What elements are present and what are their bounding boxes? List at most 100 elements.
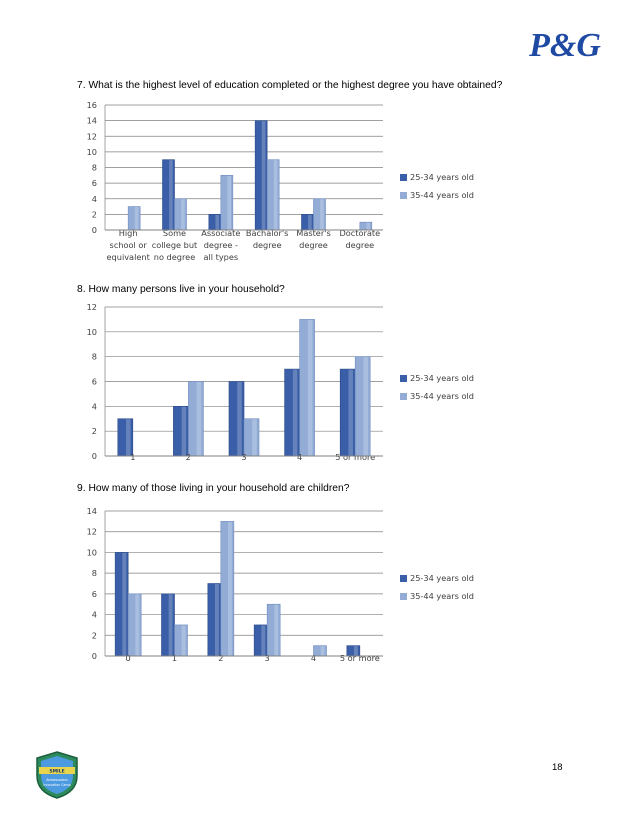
bar-highlight (320, 646, 325, 656)
bar-highlight (135, 594, 140, 656)
bar-highlight (363, 357, 368, 456)
bar-highlight (252, 419, 257, 456)
household-size-legend: 25-34 years old 35-44 years old (400, 369, 474, 405)
y-tick-label: 8 (92, 568, 97, 578)
education-chart-svg: 0 2 4 6 8 10 12 14 16 High school or equivalent Some… (87, 100, 383, 262)
legend-swatch-series-2 (400, 191, 407, 199)
legend-label-series-1: 25-34 years old (410, 373, 475, 383)
page-number: 18 (552, 762, 563, 773)
bar-highlight (237, 382, 242, 456)
x-tick-label: 3 (265, 653, 270, 663)
bar-series-1 (339, 368, 356, 457)
bar-highlight (227, 521, 232, 656)
question-8-title: 8. How many persons live in your househo… (77, 284, 285, 295)
y-tick-label: 14 (87, 506, 97, 516)
y-tick-label: 2 (92, 426, 97, 436)
legend-swatch-series-2 (400, 592, 407, 600)
x-tick-label: school or (110, 240, 148, 250)
x-tick-label: 5 or more (335, 452, 375, 462)
x-tick-label: 1 (172, 653, 177, 663)
bar-series-2 (220, 175, 234, 231)
y-tick-label: 16 (87, 100, 97, 110)
y-tick-label: 10 (87, 147, 97, 157)
bar-highlight (181, 625, 186, 656)
bar-series-1 (161, 593, 175, 657)
x-tick-label: degree (253, 240, 282, 250)
bar-highlight (366, 222, 371, 230)
bar-highlight (274, 604, 279, 656)
bar-series-2 (299, 319, 315, 457)
legend-item-series-2: 35-44 years old (400, 587, 474, 605)
y-tick-label: 10 (87, 547, 97, 557)
bar-highlight (126, 419, 131, 456)
smile-badge-logo: SMILE Ambassadors Innovation Camp (36, 751, 78, 799)
y-tick-label: 12 (87, 302, 97, 312)
y-tick-label: 4 (92, 194, 97, 204)
bar-highlight (196, 382, 202, 456)
legend-label-series-2: 35-44 years old (410, 391, 475, 401)
bar-series-2 (266, 159, 280, 231)
badge-text-1: SMILE (49, 769, 64, 775)
x-tick-label: 2 (218, 653, 223, 663)
bar (254, 120, 268, 231)
bar-series-1 (117, 418, 134, 457)
bar-series-1 (162, 159, 175, 231)
bar-highlight (348, 369, 353, 456)
legend-swatch-series-1 (400, 173, 407, 181)
y-tick-label: 8 (92, 352, 97, 362)
bar-highlight (168, 594, 173, 656)
education-legend: 25-34 years old 35-44 years old (400, 168, 474, 204)
bar-series-2 (220, 521, 235, 657)
x-tick-label: all types (203, 252, 238, 262)
bar-highlight (292, 369, 298, 456)
legend-swatch-series-1 (400, 374, 407, 382)
x-tick-label: 5 or more (340, 653, 380, 663)
y-tick-label: 0 (92, 651, 97, 661)
y-tick-label: 8 (92, 163, 97, 173)
pg-logo: P&G (528, 27, 601, 64)
x-tick-label: 1 (130, 452, 135, 462)
bar-series-2 (266, 603, 281, 657)
x-tick-label: college but (152, 240, 198, 250)
y-tick-label: 2 (92, 209, 97, 219)
bar-series-2 (174, 624, 188, 657)
bar-highlight (169, 160, 173, 230)
x-tick-label: no degree (154, 252, 196, 262)
x-tick-label: Associate (201, 228, 240, 238)
bar-series-1 (284, 368, 300, 457)
bar-highlight (273, 160, 278, 230)
x-tick-label: 4 (297, 452, 302, 462)
y-tick-label: 12 (87, 131, 97, 141)
household-size-chart: 0 2 4 6 8 10 12 1 2 3 4 5 or more (60, 298, 390, 478)
legend-item-series-1: 25-34 years old (400, 168, 474, 186)
x-tick-label: Master's (296, 228, 330, 238)
x-tick-label: Some (163, 228, 186, 238)
y-tick-label: 6 (92, 589, 97, 599)
bar (266, 159, 280, 231)
x-tick-label: Bachalor's (246, 228, 289, 238)
question-7-title: 7. What is the highest level of educatio… (77, 80, 503, 91)
x-tick-label: 2 (186, 452, 191, 462)
bar-highlight (181, 406, 187, 456)
bar-highlight (181, 199, 185, 230)
x-tick-label: High (119, 228, 138, 238)
bar-series-1 (228, 381, 245, 457)
badge-text-3: Innovation Camp (43, 783, 70, 787)
bar-series-2 (313, 198, 326, 231)
y-tick-label: 4 (92, 401, 97, 411)
x-tick-label: equivalent (107, 252, 151, 262)
education-chart: 0 2 4 6 8 10 12 14 16 High school or equivalent Some… (60, 96, 390, 281)
bar (253, 624, 268, 657)
legend-label-series-2: 35-44 years old (410, 190, 475, 200)
bar (266, 603, 281, 657)
bar-highlight (308, 214, 312, 230)
bar-highlight (261, 625, 266, 656)
badge-text-2: Ambassadors (46, 778, 68, 782)
bar (114, 552, 129, 657)
legend-label-series-1: 25-34 years old (410, 172, 475, 182)
bar-highlight (134, 207, 139, 230)
legend-label-series-2: 35-44 years old (410, 591, 475, 601)
legend-swatch-series-1 (400, 574, 407, 582)
